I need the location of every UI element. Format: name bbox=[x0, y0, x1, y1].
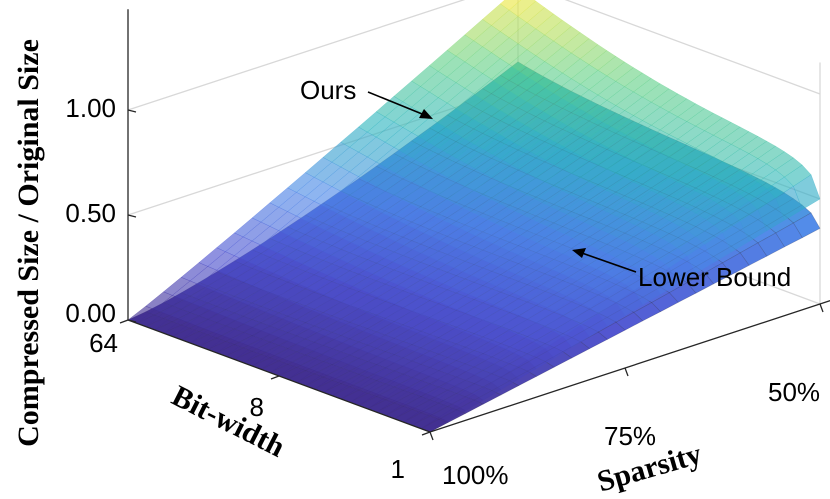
ours-annotation-arrow-line bbox=[367, 91, 428, 117]
lower-bound-surface-patch bbox=[704, 262, 732, 285]
z-tick-label: 0.00 bbox=[65, 298, 116, 328]
sparsity-tick-mark bbox=[429, 431, 434, 441]
bitwidth-tick-label: 8 bbox=[250, 392, 264, 422]
z-tick-mark bbox=[127, 109, 137, 113]
lower-bound-surface-patch bbox=[580, 331, 608, 350]
sparsity-tick-label: 50% bbox=[768, 377, 820, 407]
sparsity-tick-label: 100% bbox=[442, 460, 509, 490]
bitwidth-tick-mark bbox=[119, 319, 129, 324]
bitwidth-axis-title: Bit-width bbox=[167, 379, 291, 464]
grid-line bbox=[564, 0, 821, 95]
z-tick-mark bbox=[127, 214, 137, 218]
bitwidth-tick-mark bbox=[421, 431, 431, 436]
grid-line bbox=[127, 0, 466, 111]
ours-annotation-arrowhead bbox=[419, 109, 433, 119]
ours-annotation-label: Ours bbox=[300, 75, 356, 105]
lower-bound-surface-patch bbox=[739, 242, 768, 266]
bitwidth-tick-mark bbox=[270, 375, 280, 380]
lower-bound-annotation-label: Lower Bound bbox=[638, 262, 791, 292]
lower-bound-annotation-arrow-line bbox=[578, 251, 637, 273]
axis-layer bbox=[119, 9, 830, 441]
z-tick-label: 1.00 bbox=[65, 93, 116, 123]
z-tick-label: 0.50 bbox=[65, 198, 116, 228]
lower-bound-surface-patch bbox=[668, 282, 697, 303]
lower-bound-annotation-arrowhead bbox=[572, 248, 586, 258]
bitwidth-tick-label: 1 bbox=[391, 454, 405, 484]
sparsity-tick-mark bbox=[624, 367, 629, 377]
sparsity-axis-line bbox=[429, 300, 830, 433]
sparsity-tick-label: 75% bbox=[604, 421, 656, 451]
surface-layer bbox=[127, 0, 821, 433]
z-tick-mark bbox=[127, 319, 137, 323]
lower-bound-surface-patch bbox=[651, 292, 679, 313]
sparsity-tick-mark bbox=[819, 303, 824, 313]
z-axis-title: Compressed Size / Original Size bbox=[12, 39, 45, 447]
annotation-layer: Ours Lower Bound bbox=[300, 75, 791, 292]
bitwidth-tick-label: 64 bbox=[89, 328, 118, 358]
lower-bound-surface-patch bbox=[722, 252, 750, 276]
